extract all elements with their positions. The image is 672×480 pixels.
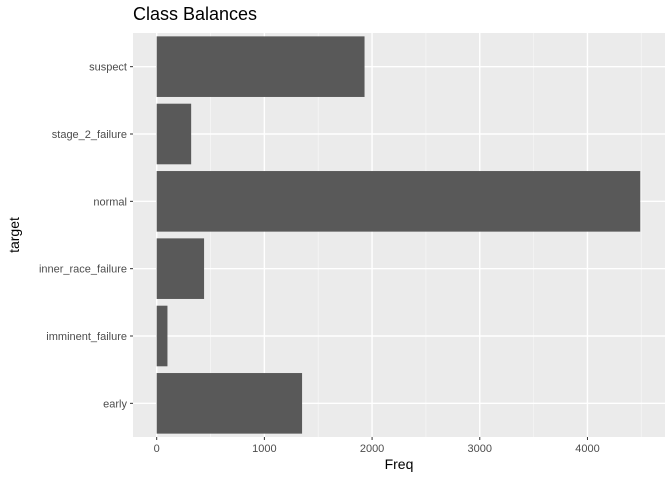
- bar-suspect: [156, 36, 365, 97]
- y-tick-label: suspect: [89, 62, 127, 74]
- y-tick-label: early: [103, 398, 127, 410]
- x-axis: 0 1000 2000 3000 4000: [154, 437, 600, 455]
- bar-imminent-failure: [156, 305, 168, 367]
- x-tick-label: 0: [154, 443, 160, 455]
- y-tick-label: imminent_failure: [46, 331, 127, 343]
- y-tick-label: normal: [93, 196, 127, 208]
- y-axis: early imminent_failure inner_race_failure n…: [39, 62, 133, 410]
- x-tick-label: 4000: [575, 443, 599, 455]
- x-axis-title: Freq: [385, 456, 414, 472]
- y-tick-label: inner_race_failure: [39, 264, 127, 276]
- chart-title: Class Balances: [133, 4, 257, 24]
- bar-stage-2-failure: [156, 103, 192, 165]
- plot-panel: [133, 33, 665, 437]
- x-tick-label: 2000: [360, 443, 384, 455]
- bar-normal: [156, 171, 641, 232]
- y-axis-title: target: [6, 217, 22, 253]
- x-tick-label: 3000: [468, 443, 492, 455]
- bar-inner-race-failure: [156, 238, 205, 299]
- y-tick-label: stage_2_failure: [52, 129, 127, 141]
- bar-early: [156, 373, 303, 434]
- x-tick-label: 1000: [252, 443, 276, 455]
- bars: [156, 36, 641, 434]
